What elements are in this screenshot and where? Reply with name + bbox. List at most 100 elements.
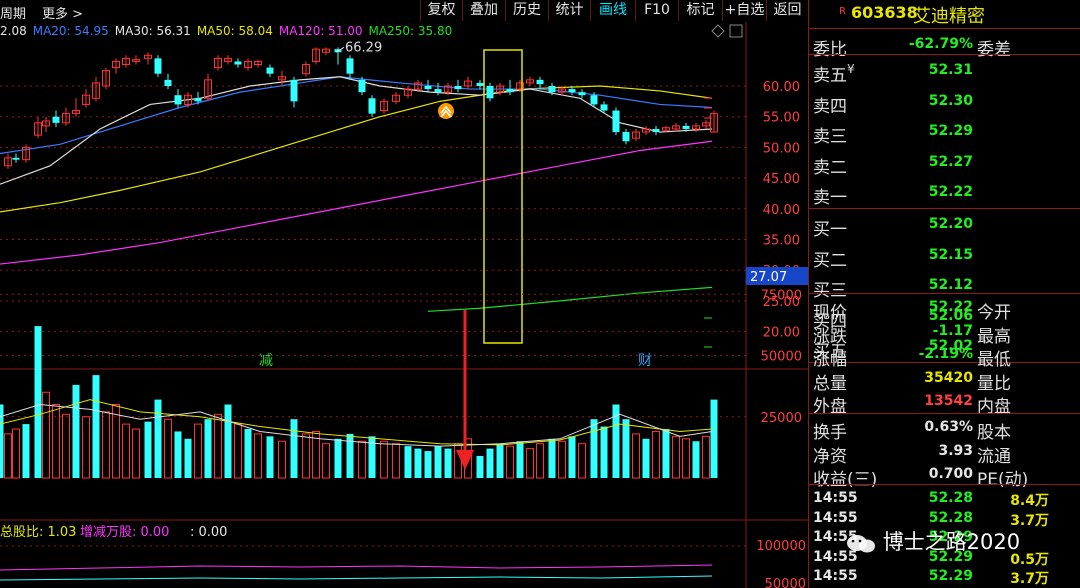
volume-bar-down — [622, 419, 630, 478]
ma50-line — [0, 85, 713, 213]
highlight-box — [483, 49, 523, 344]
chart-toolbar: 周期 更多 > 复权 叠加 历史 统计 画线 F10 标记 +自选 返回 — [0, 0, 808, 22]
candle-down — [652, 128, 660, 133]
ma250-line — [427, 286, 713, 312]
volume-bar-up — [302, 433, 310, 479]
volume-bar-up — [536, 443, 544, 479]
buy-level-row: 买四 52.06 — [809, 302, 1080, 332]
candle-up — [144, 54, 152, 59]
indicator-label: 总股比: 1.03 — [0, 525, 76, 540]
toolbar-button-0[interactable]: 复权 — [420, 0, 462, 21]
candle-up — [254, 60, 262, 66]
level-label: 卖五 — [813, 66, 847, 86]
volume-bar-down — [34, 326, 42, 478]
volume-bar-up — [132, 428, 140, 479]
candle-up — [312, 48, 320, 62]
stock-name: 艾迪精密 — [913, 6, 985, 27]
candle-up — [112, 60, 120, 69]
candle-down — [622, 132, 630, 142]
weibi-row: 委比 -62.79% 委差 — [809, 30, 1080, 60]
window-icon — [729, 24, 743, 38]
level-price: 52.12 — [928, 277, 973, 293]
candle-up — [380, 100, 388, 112]
event-label: 财 — [638, 353, 652, 369]
current-price-tag — [746, 267, 808, 285]
volume-bar-down — [184, 438, 192, 478]
indicator-label: 增减万股: 0.00 — [80, 525, 169, 540]
candle-down — [346, 58, 354, 74]
level-price: 52.27 — [928, 153, 973, 170]
candle-up — [204, 79, 212, 99]
volume-bar-up — [682, 438, 690, 479]
toolbar-button-1[interactable]: 叠加 — [462, 0, 505, 21]
quote-label-2: 量比 — [977, 373, 1011, 394]
toolbar-button-3[interactable]: 统计 — [548, 0, 590, 21]
volume-ma-line — [0, 403, 713, 447]
candle-up — [82, 94, 90, 105]
tick-row: 14:55 52.29 0.5万 — [809, 549, 1080, 568]
candle-up — [122, 57, 130, 66]
quote-label: 涨跌 — [813, 326, 847, 347]
candle-down — [536, 79, 544, 85]
level-price: 52.06 — [928, 307, 973, 324]
quote-value: 0.63% — [924, 419, 973, 435]
quote-row: 总量 35420 量比 — [809, 364, 1080, 394]
level-label: 买五 — [813, 342, 847, 362]
quote-label-2: 流通 — [977, 446, 1011, 467]
toolbar-button-7[interactable]: +自选 — [722, 0, 766, 21]
toolbar-button-5[interactable]: F10 — [635, 0, 678, 21]
quote-value: 35420 — [924, 369, 973, 386]
tick-price: 52.29 — [928, 529, 973, 545]
candle-down — [506, 89, 514, 93]
ma-legend: 2.08 MA20: 54.95 MA30: 56.31 MA50: 58.04 MA1… — [0, 24, 458, 42]
volume-bar-down — [404, 446, 412, 478]
level-label: 卖一 — [813, 188, 847, 208]
tick-volume: 3.7万 — [1010, 512, 1049, 529]
sell-level-row: 卖二 52.27 — [809, 148, 1080, 178]
candle-up — [642, 128, 650, 133]
weibi-value: -62.79% — [908, 36, 973, 52]
more-menu[interactable]: 更多 > — [42, 7, 84, 22]
candle-up — [464, 80, 472, 87]
tick-row: 14:55 52.29 3.7万 — [809, 568, 1080, 587]
volume-bar-up — [122, 423, 130, 479]
tick-volume: 8.4万 — [1010, 493, 1049, 509]
volume-bar-up — [164, 418, 172, 479]
toolbar-button-2[interactable]: 历史 — [505, 0, 548, 21]
volume-bar-up — [380, 440, 388, 479]
indicator-line — [0, 564, 713, 571]
candle-up — [558, 88, 566, 93]
quote-row: 现价 52.22 今开 — [809, 293, 1080, 323]
candle-up — [4, 157, 12, 167]
quote-label: 换手 — [813, 423, 847, 443]
level-price: 52.22 — [928, 184, 973, 200]
toolbar-button-4[interactable]: 画线 — [590, 0, 635, 21]
tick-volume: 3.7万 — [1010, 571, 1049, 587]
sell-level-row: 卖五 ¥52.31 — [809, 56, 1080, 86]
kline-chart[interactable]: 60.0055.0050.0045.0040.0035.0030.0025.00… — [0, 22, 808, 588]
toolbar-button-6[interactable]: 标记 — [678, 0, 722, 21]
volume-bar-down — [642, 438, 650, 478]
quote-label: 外盘 — [813, 397, 847, 417]
candle-down — [612, 110, 620, 133]
candle-up — [526, 79, 534, 84]
candle-up — [214, 57, 222, 69]
volume-bar-up — [358, 440, 366, 479]
volume-tick: 25000 — [761, 411, 802, 426]
ma-legend-item: MA50: 58.04 — [196, 24, 273, 38]
candle-down — [600, 104, 608, 111]
volume-bar-up — [322, 443, 330, 479]
volume-bar-down — [72, 384, 80, 478]
candle-up — [692, 125, 700, 130]
buy-level-row: 买五 52.02 — [809, 332, 1080, 362]
ma-legend-item: MA120: 51.00 — [278, 24, 363, 38]
quote-label-2: PE(动) — [977, 470, 1029, 490]
period-selector[interactable]: 周期 — [0, 7, 27, 22]
volume-bar-down — [590, 419, 598, 478]
toolbar-button-8[interactable]: 返回 — [766, 0, 808, 21]
candle-up — [102, 70, 110, 87]
candle-up — [72, 110, 80, 115]
candle-down — [368, 98, 376, 114]
volume-bar-up — [4, 433, 12, 479]
candle-up — [702, 122, 710, 127]
